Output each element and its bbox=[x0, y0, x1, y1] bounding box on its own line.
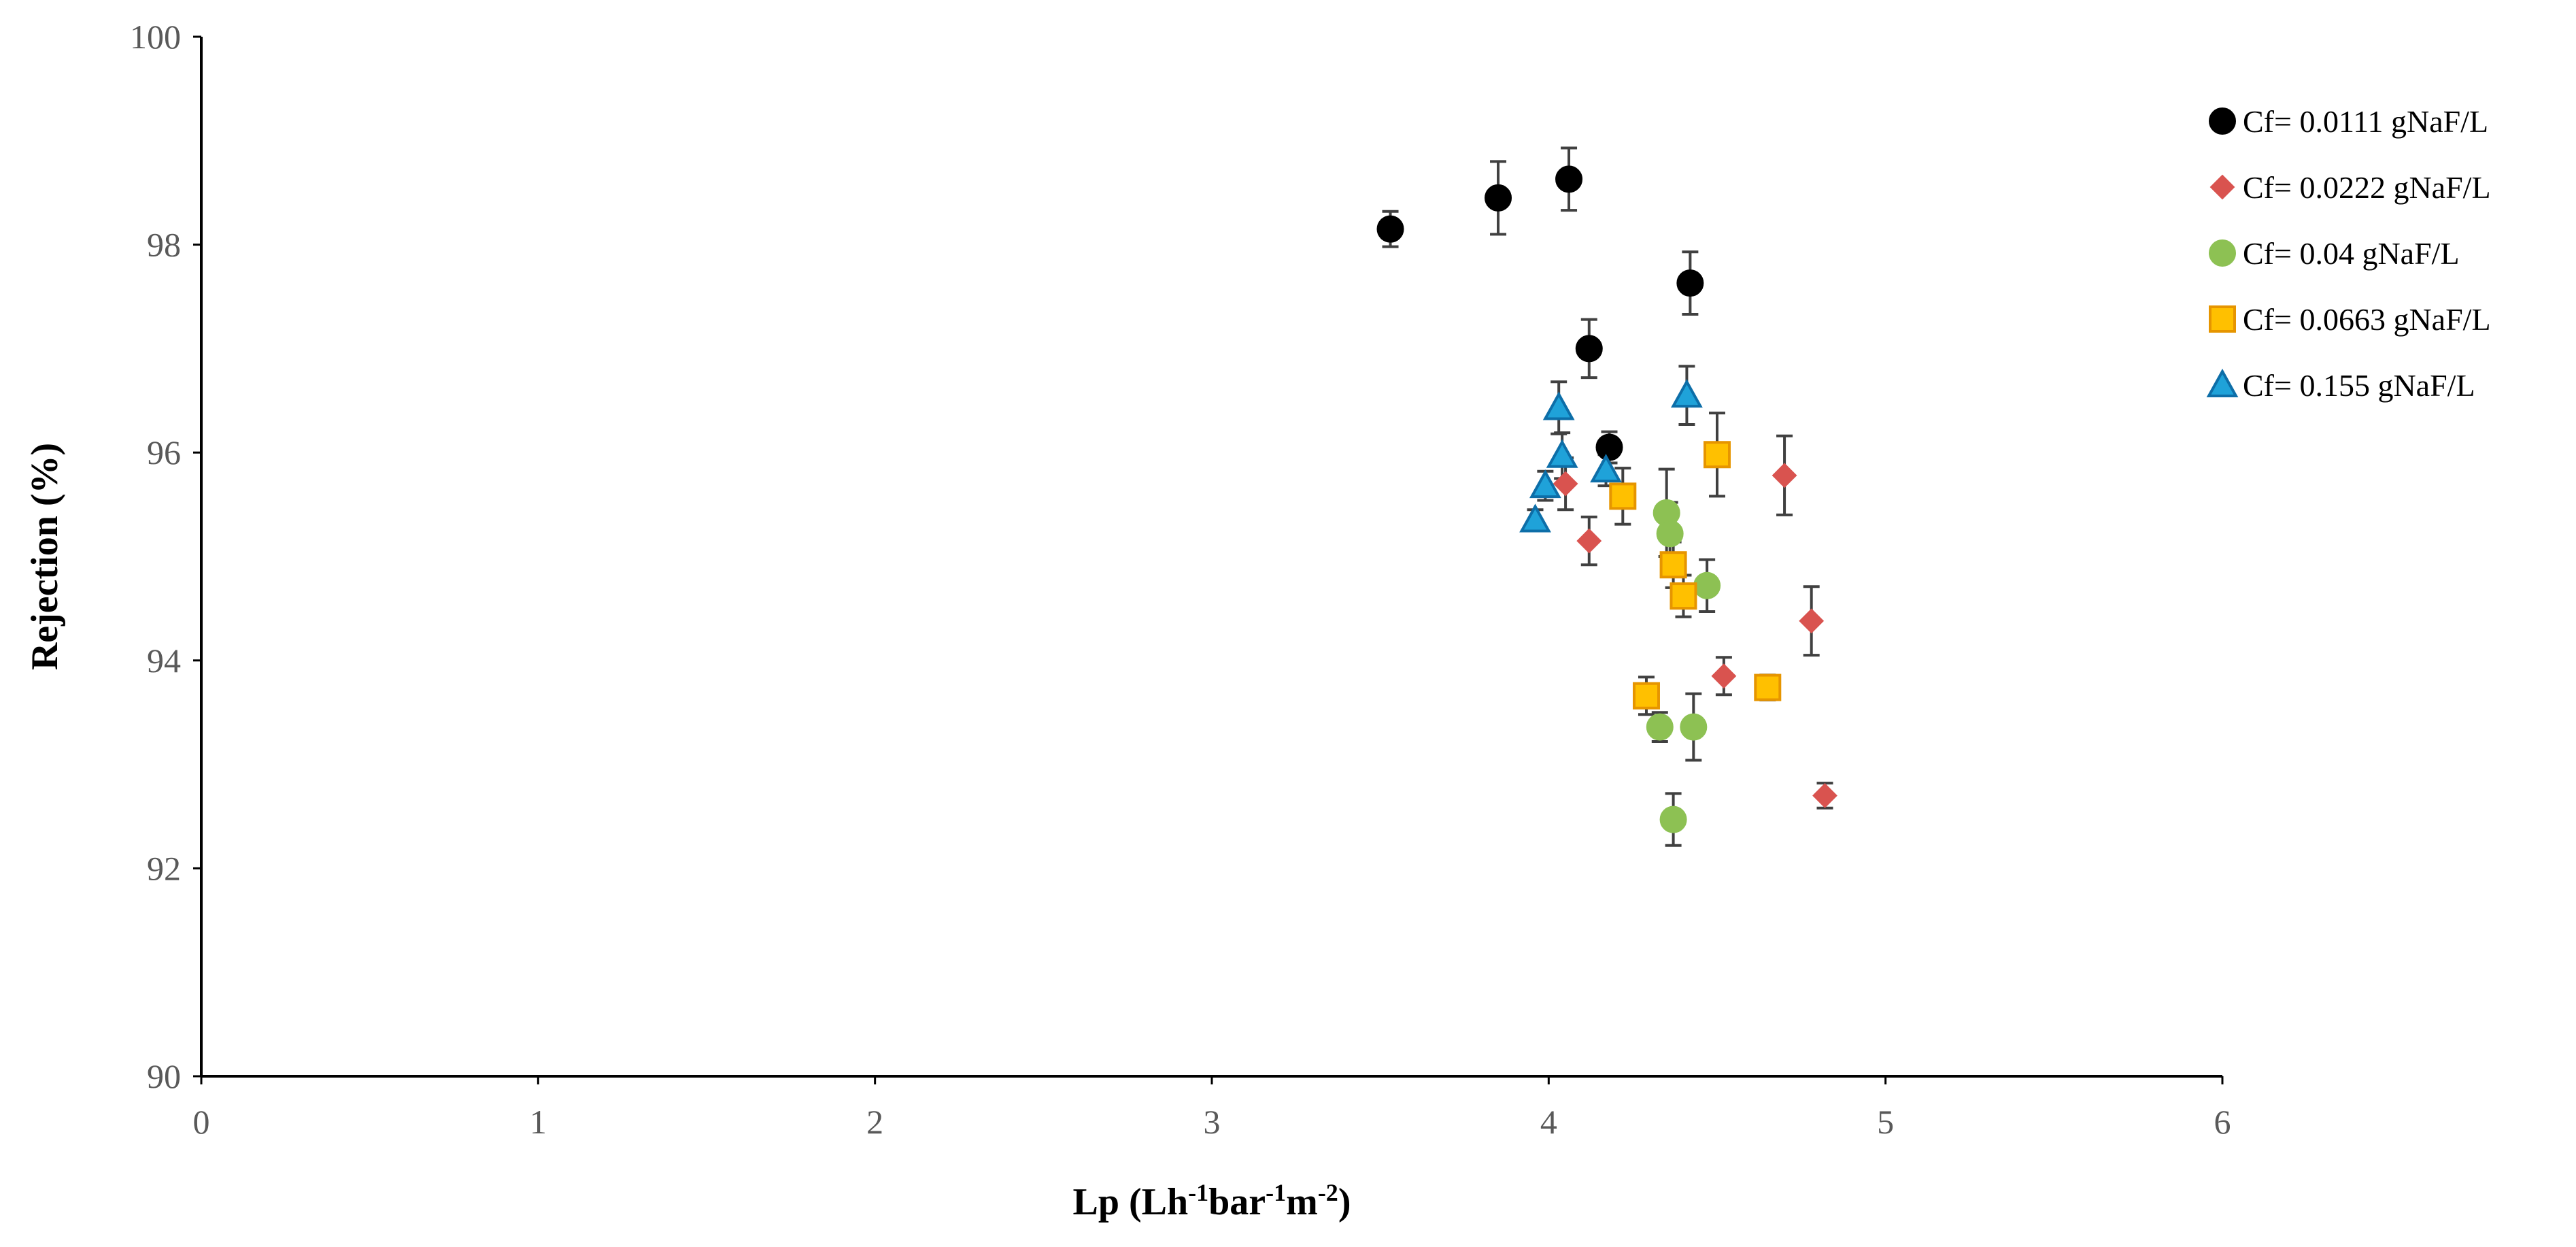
x-title-sup2: -1 bbox=[1266, 1179, 1286, 1206]
legend-label-1: Cf= 0.0111 gNaF/L bbox=[2243, 104, 2488, 139]
error-bars bbox=[1382, 146, 1833, 847]
data-point-series-4 bbox=[1670, 582, 1697, 610]
y-tick-label: 100 bbox=[130, 18, 181, 56]
data-point-series-1 bbox=[1555, 165, 1583, 193]
data-point-series-1 bbox=[1676, 269, 1704, 297]
data-point-series-5 bbox=[1590, 454, 1622, 483]
data-point-series-1 bbox=[1376, 215, 1404, 243]
data-point-series-5 bbox=[1546, 439, 1578, 468]
data-point-series-1 bbox=[1485, 184, 1512, 212]
legend-marker-1 bbox=[2209, 107, 2236, 135]
y-axis-title: Rejection (%) bbox=[24, 443, 66, 670]
y-ticks: 90 92 94 96 98 100 bbox=[130, 18, 201, 1095]
y-tick-label: 98 bbox=[147, 226, 181, 264]
data-point-series-5 bbox=[1671, 379, 1703, 408]
data-point-series-3 bbox=[1656, 520, 1684, 548]
data-point-series-2 bbox=[1711, 663, 1737, 689]
data-point-series-4 bbox=[1704, 441, 1731, 469]
data-point-series-5 bbox=[1529, 469, 1561, 499]
data-point-series-4 bbox=[1659, 551, 1687, 579]
data-point-series-1 bbox=[1575, 335, 1603, 363]
x-title-sup1: -1 bbox=[1188, 1179, 1208, 1206]
data-point-series-3 bbox=[1646, 713, 1674, 741]
x-title-base: Lp (Lh bbox=[1073, 1181, 1189, 1223]
markers bbox=[1376, 165, 1837, 833]
x-ticks: 0 1 2 3 4 5 6 bbox=[193, 1076, 2231, 1141]
x-title-end: ) bbox=[1338, 1181, 1351, 1223]
legend-marker-3 bbox=[2209, 239, 2236, 267]
legend-label-2: Cf= 0.0222 gNaF/L bbox=[2243, 170, 2491, 205]
data-point-series-1 bbox=[1595, 433, 1623, 461]
data-point-series-3 bbox=[1659, 805, 1687, 833]
data-point-series-2 bbox=[1553, 471, 1578, 497]
legend-label-3: Cf= 0.04 gNaF/L bbox=[2243, 236, 2460, 271]
legend-label-5: Cf= 0.155 gNaF/L bbox=[2243, 368, 2475, 403]
y-tick-label: 92 bbox=[147, 849, 181, 887]
x-tick-label: 4 bbox=[1540, 1103, 1557, 1141]
data-point-series-4 bbox=[1632, 682, 1660, 710]
data-point-series-2 bbox=[1772, 463, 1797, 488]
x-tick-label: 2 bbox=[866, 1103, 883, 1141]
legend-marker-4 bbox=[2209, 305, 2236, 333]
y-tick-label: 90 bbox=[147, 1057, 181, 1095]
data-point-series-2 bbox=[1576, 528, 1602, 554]
data-point-series-3 bbox=[1680, 713, 1708, 741]
x-tick-label: 1 bbox=[530, 1103, 547, 1141]
x-title-mid2: m bbox=[1286, 1181, 1318, 1223]
legend: Cf= 0.0111 gNaF/L Cf= 0.0222 gNaF/L Cf= 0.… bbox=[2206, 104, 2491, 403]
legend-marker-2 bbox=[2209, 174, 2235, 200]
x-tick-label: 5 bbox=[1877, 1103, 1894, 1141]
data-point-series-5 bbox=[1542, 391, 1575, 420]
x-tick-label: 0 bbox=[193, 1103, 210, 1141]
legend-marker-5 bbox=[2206, 368, 2239, 397]
x-axis-title: Lp (Lh-1bar-1m-2) bbox=[1073, 1179, 1351, 1223]
y-tick-label: 94 bbox=[147, 642, 181, 680]
data-point-series-3 bbox=[1693, 571, 1721, 599]
x-title-sup3: -2 bbox=[1318, 1179, 1338, 1206]
data-point-series-2 bbox=[1812, 783, 1837, 808]
x-tick-label: 6 bbox=[2214, 1103, 2231, 1141]
legend-label-4: Cf= 0.0663 gNaF/L bbox=[2243, 302, 2491, 337]
axes bbox=[200, 37, 2222, 1078]
data-point-series-4 bbox=[1754, 674, 1782, 701]
x-title-mid: bar bbox=[1208, 1181, 1266, 1223]
data-point-series-4 bbox=[1609, 482, 1637, 510]
x-tick-label: 3 bbox=[1204, 1103, 1221, 1141]
data-point-series-2 bbox=[1799, 608, 1825, 634]
data-point-series-5 bbox=[1519, 503, 1551, 533]
y-tick-label: 96 bbox=[147, 433, 181, 471]
